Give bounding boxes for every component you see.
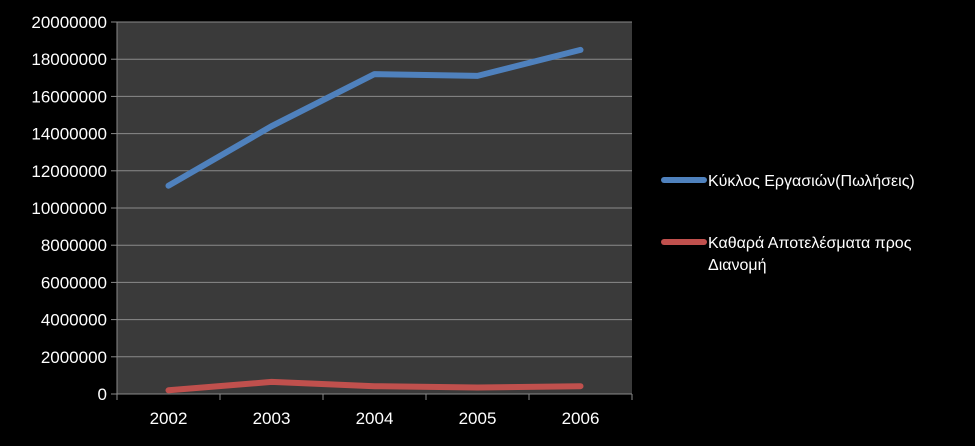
legend-label-2: Καθαρά Αποτελέσματα προς Διανομή (708, 235, 912, 274)
x-tick-label: 2005 (459, 409, 497, 428)
y-tick-label: 8000000 (41, 236, 107, 255)
y-tick-label: 12000000 (31, 162, 107, 181)
x-tick-label: 2002 (150, 409, 188, 428)
y-tick-label: 10000000 (31, 199, 107, 218)
series-lines (165, 46, 584, 394)
y-tick-label: 16000000 (31, 87, 107, 106)
x-tick-label: 2006 (562, 409, 600, 428)
y-tick-label: 2000000 (41, 348, 107, 367)
legend-label-1: Κύκλος Εργασιών(Πωλήσεις) (708, 173, 915, 190)
axes (111, 21, 633, 400)
y-tick-label: 20000000 (31, 13, 107, 32)
x-tick-label: 2003 (253, 409, 291, 428)
legend: Κύκλος Εργασιών(Πωλήσεις) Καθαρά Αποτελέσ… (661, 173, 915, 274)
series-line-1 (165, 46, 584, 189)
x-tick-label: 2004 (356, 409, 394, 428)
y-tick-label: 0 (98, 385, 107, 404)
y-tick-label: 14000000 (31, 125, 107, 144)
legend-label-line: Καθαρά Αποτελέσματα προς (708, 235, 912, 252)
x-axis-tick-labels: 2002 2003 2004 2005 2006 (150, 409, 600, 428)
legend-label-line: Διανομή (708, 257, 767, 274)
y-axis-tick-labels: 0 2000000 4000000 6000000 8000000 10000000 120… (31, 13, 107, 404)
series-line-2 (165, 378, 584, 394)
gridlines (117, 21, 632, 358)
y-tick-label: 18000000 (31, 50, 107, 69)
y-tick-label: 4000000 (41, 311, 107, 330)
y-tick-label: 6000000 (41, 273, 107, 292)
